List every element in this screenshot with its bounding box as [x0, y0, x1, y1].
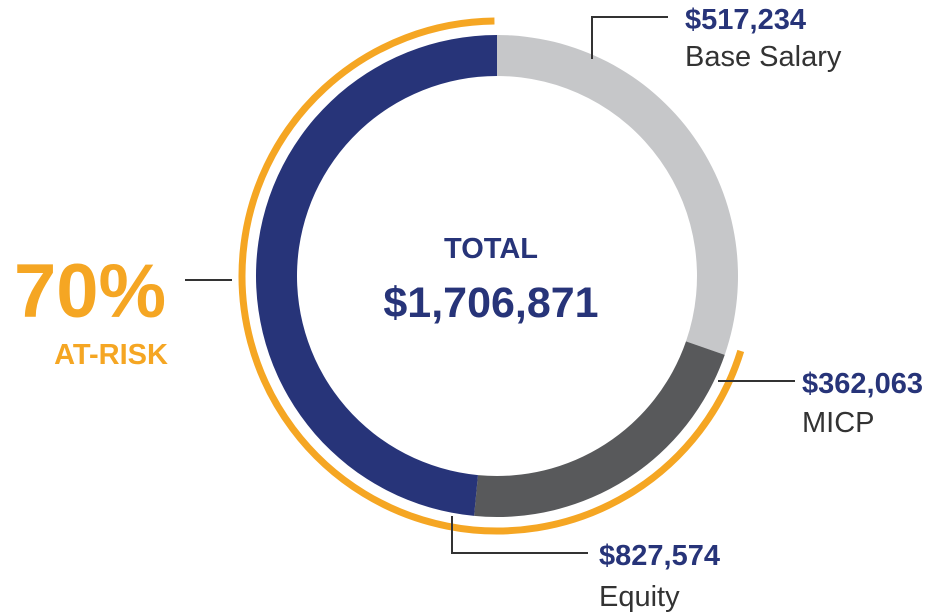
micp-name: MICP [802, 407, 875, 439]
equity-name: Equity [599, 581, 680, 613]
leader-line-base-salary [591, 16, 668, 59]
center-label: TOTAL [444, 233, 538, 265]
base-salary-value: $517,234 [685, 4, 806, 36]
slice-equity [255, 35, 497, 516]
slice-base-salary [497, 35, 738, 355]
base-salary-name: Base Salary [685, 41, 842, 73]
equity-value: $827,574 [599, 540, 720, 572]
total-value: $1,706,871 [383, 279, 598, 327]
slice-micp [474, 341, 725, 517]
leader-line-equity [451, 516, 588, 554]
at-risk-label: AT-RISK [54, 339, 168, 371]
at-risk-arc [238, 17, 745, 535]
micp-value: $362,063 [802, 368, 923, 400]
at-risk-percent: 70% [14, 249, 166, 334]
donut-slices [255, 35, 738, 517]
